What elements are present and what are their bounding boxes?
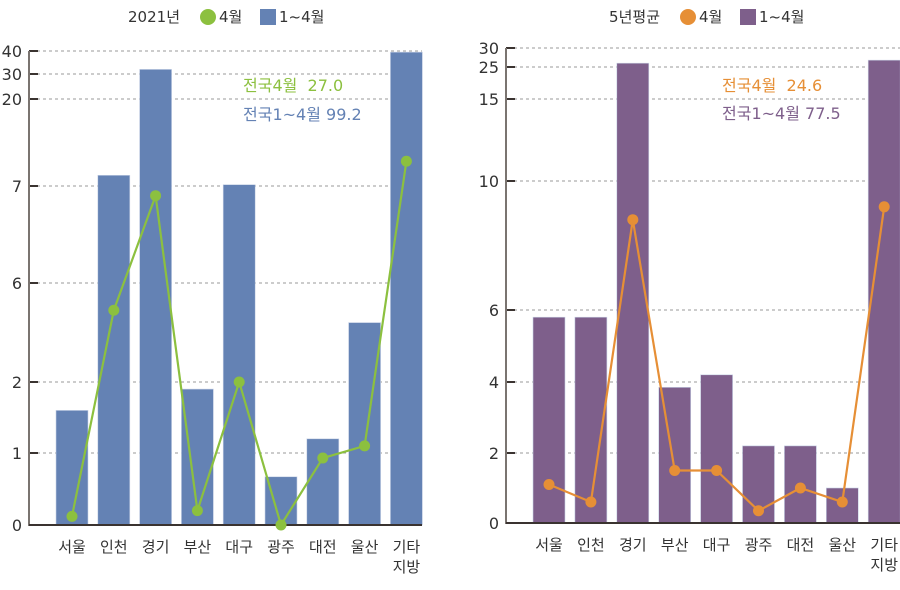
legend-title: 5년평균	[609, 8, 660, 26]
bar-서울	[55, 410, 89, 526]
chart-panel-2021: 2021년 4월 1~4월 0 1 2 6 7 20 30 40 서울 인천 경기 부산 대구 광주 대전 울산 기타…	[2, 8, 423, 576]
y-tick-label: 15	[479, 90, 499, 109]
bar-서울	[532, 316, 566, 524]
x-tick-label: 경기	[619, 536, 647, 554]
line-series	[543, 201, 890, 517]
bar-대구	[700, 374, 733, 524]
y-tick-label: 30	[479, 39, 499, 58]
y-tick-label: 2	[12, 373, 22, 392]
y-tick-label: 25	[479, 58, 499, 77]
point-기타지방	[400, 155, 412, 167]
point-서울	[543, 479, 555, 490]
x-tick-label: 인천	[100, 538, 128, 556]
y-tick-label: 7	[12, 177, 22, 196]
y-tick-label: 30	[2, 65, 22, 84]
bar-인천	[97, 174, 131, 526]
x-tick-label: 서울	[535, 536, 563, 554]
x-tick-label-line: 기타	[870, 536, 898, 554]
y-tick-label: 40	[2, 42, 22, 61]
x-tick-label-line: 기타	[393, 538, 421, 556]
y-tick-label: 6	[489, 301, 499, 320]
annotation-total: 전국1~4월 99.2	[243, 105, 362, 124]
point-광주	[275, 519, 287, 531]
bar-경기	[139, 69, 172, 526]
x-tick-label: 인천	[577, 536, 605, 554]
point-대구	[233, 376, 245, 388]
bar-series	[532, 59, 900, 524]
legend-label: 1~4월	[759, 8, 804, 26]
y-tick-label: 1	[12, 444, 22, 463]
y-tick-label: 0	[489, 514, 499, 533]
y-tick-label: 20	[2, 90, 22, 109]
x-tick-label: 경기	[142, 538, 170, 556]
legend-label: 4월	[219, 8, 242, 26]
x-tick-label: 서울	[58, 538, 86, 556]
y-tick-label: 2	[489, 444, 499, 463]
legend: 2021년 4월 1~4월	[128, 8, 324, 26]
bar-인천	[574, 316, 608, 524]
legend-circle-icon	[680, 9, 696, 25]
point-부산	[191, 505, 203, 517]
legend-title: 2021년	[128, 8, 180, 26]
legend-circle-icon	[200, 9, 216, 25]
bar-기타지방	[390, 51, 423, 526]
point-대전	[317, 452, 329, 464]
x-tick-label: 울산	[351, 538, 379, 556]
point-인천	[108, 304, 120, 316]
point-대구	[711, 465, 723, 476]
x-tick-label-line: 지방	[393, 558, 421, 576]
bar-대구	[222, 184, 256, 526]
legend-square-icon	[260, 9, 276, 25]
line-series	[66, 155, 412, 531]
point-대전	[794, 482, 806, 494]
bar-대전	[306, 438, 340, 526]
bar-울산	[348, 322, 381, 526]
annotation-total: 전국1~4월 77.5	[722, 104, 841, 123]
annotation-total: 전국4월 24.6	[722, 76, 822, 95]
x-tick-label: 대구	[703, 536, 731, 554]
point-인천	[585, 496, 597, 508]
x-tick-label: 대전	[787, 536, 815, 554]
y-tick-label: 4	[489, 373, 499, 392]
legend-square-icon	[740, 9, 756, 25]
bar-series	[55, 51, 423, 526]
annotation-total: 전국4월 27.0	[243, 76, 343, 95]
y-tick-label: 10	[479, 172, 499, 191]
x-tick-label: 부산	[661, 536, 689, 554]
x-tick-label: 광주	[745, 536, 773, 554]
point-광주	[753, 505, 764, 517]
point-경기	[150, 190, 162, 202]
point-울산	[836, 496, 848, 508]
x-tick-label: 대전	[309, 538, 337, 556]
legend-label: 4월	[699, 8, 722, 26]
y-tick-label: 6	[12, 274, 22, 293]
point-울산	[359, 440, 371, 452]
x-tick-label-line: 지방	[870, 556, 898, 574]
x-tick-label: 광주	[267, 538, 295, 556]
legend: 5년평균 4월 1~4월	[609, 8, 804, 26]
y-tick-label: 0	[12, 516, 22, 535]
legend-label: 1~4월	[279, 8, 324, 26]
point-기타지방	[878, 201, 890, 213]
x-tick-label: 대구	[225, 538, 253, 556]
x-tick-label: 울산	[828, 536, 856, 554]
point-부산	[669, 465, 681, 476]
point-경기	[627, 214, 639, 226]
bar-기타지방	[867, 59, 900, 524]
x-tick-label: 부산	[184, 538, 212, 556]
point-서울	[66, 510, 78, 522]
